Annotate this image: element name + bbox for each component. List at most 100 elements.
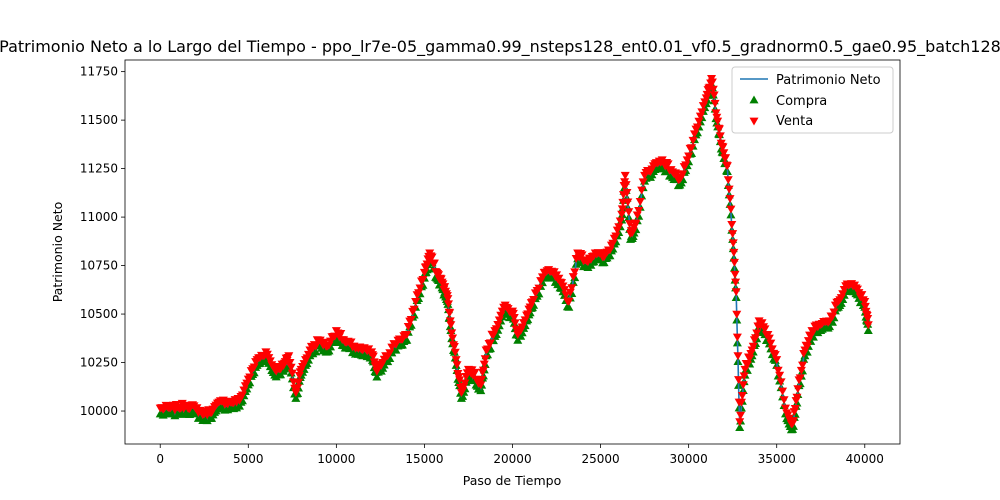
buy-marker bbox=[372, 372, 382, 381]
sell-marker bbox=[614, 223, 624, 232]
sell-marker bbox=[802, 342, 812, 351]
sell-marker bbox=[568, 273, 578, 282]
sell-marker bbox=[458, 387, 468, 395]
sell-marker bbox=[710, 99, 720, 108]
sell-marker bbox=[788, 417, 798, 425]
sell-marker bbox=[414, 289, 424, 298]
buy-marker bbox=[564, 302, 574, 311]
sell-marker bbox=[286, 363, 296, 372]
sell-marker bbox=[752, 329, 762, 338]
sell-marker bbox=[615, 217, 625, 226]
sell-marker bbox=[561, 291, 571, 300]
x-tick-label: 10000 bbox=[317, 452, 355, 466]
sell-marker bbox=[792, 393, 802, 402]
sell-marker bbox=[638, 178, 648, 187]
sell-marker bbox=[687, 144, 697, 153]
y-tick-label: 10250 bbox=[80, 356, 118, 370]
sell-marker bbox=[681, 161, 691, 170]
sell-marker bbox=[494, 316, 504, 325]
sell-marker bbox=[567, 284, 577, 293]
y-axis: 10000 10250 10500 10750 11000 11250 11500 11750 bbox=[80, 65, 125, 418]
sell-marker bbox=[480, 355, 490, 364]
sell-marker bbox=[311, 342, 321, 351]
sell-marker bbox=[778, 387, 788, 396]
sell-marker bbox=[719, 149, 729, 158]
buy-marker bbox=[476, 386, 486, 395]
sell-marker bbox=[294, 372, 304, 380]
buy-marker bbox=[385, 354, 395, 362]
sell-marker bbox=[860, 297, 870, 306]
sell-marker bbox=[732, 310, 742, 319]
sell-marker bbox=[422, 260, 432, 269]
sell-marker bbox=[293, 384, 303, 393]
sell-marker bbox=[663, 160, 673, 169]
sell-marker bbox=[735, 418, 745, 427]
sell-marker bbox=[707, 78, 717, 87]
sell-marker bbox=[709, 91, 719, 100]
x-tick-label: 15000 bbox=[405, 452, 443, 466]
sell-marker bbox=[523, 310, 533, 319]
sell-marker bbox=[445, 309, 455, 318]
sell-marker bbox=[708, 85, 718, 94]
sell-marker bbox=[727, 220, 737, 229]
sell-marker bbox=[409, 305, 419, 314]
sell-marker bbox=[738, 381, 748, 390]
plot-area bbox=[155, 74, 873, 434]
y-tick-label: 11250 bbox=[80, 162, 118, 176]
sell-marker bbox=[829, 308, 839, 317]
sell-marker bbox=[742, 361, 752, 370]
sell-marker bbox=[509, 313, 519, 322]
sell-marker bbox=[637, 186, 647, 195]
x-tick-label: 20000 bbox=[493, 452, 531, 466]
sell-marker bbox=[385, 349, 395, 358]
sell-marker bbox=[634, 207, 644, 215]
sell-marker bbox=[718, 143, 728, 152]
legend-label-patrimonio: Patrimonio Neto bbox=[776, 73, 881, 88]
sell-marker bbox=[447, 329, 457, 338]
sell-marker bbox=[728, 239, 738, 248]
y-tick-label: 10500 bbox=[80, 307, 118, 321]
buy-marker bbox=[402, 335, 412, 344]
sell-marker bbox=[714, 125, 724, 134]
sell-marker bbox=[721, 154, 731, 163]
sell-marker bbox=[635, 197, 645, 206]
sell-marker bbox=[723, 176, 733, 185]
sell-marker bbox=[757, 319, 767, 328]
sell-marker bbox=[863, 315, 873, 323]
sell-marker bbox=[722, 162, 732, 171]
x-axis: 0 5000 10000 15000 20000 25000 30000 35000 40000 bbox=[156, 444, 884, 466]
sell-marker bbox=[406, 315, 416, 324]
sell-marker bbox=[733, 352, 743, 361]
sell-marker bbox=[795, 374, 805, 383]
buy-marker bbox=[291, 394, 301, 402]
sell-marker bbox=[694, 117, 704, 126]
x-tick-label: 40000 bbox=[846, 452, 884, 466]
sell-marker bbox=[621, 181, 631, 190]
sell-marker bbox=[605, 246, 615, 255]
sell-marker bbox=[779, 396, 789, 405]
sell-marker bbox=[617, 210, 627, 219]
legend-box bbox=[731, 66, 894, 134]
sell-marker bbox=[672, 170, 682, 179]
sell-marker bbox=[372, 367, 382, 376]
sell-marker bbox=[622, 188, 632, 197]
sell-marker bbox=[748, 342, 758, 351]
buy-marker bbox=[324, 346, 334, 355]
sell-marker bbox=[798, 361, 808, 370]
chart-title: Patrimonio Neto a lo Largo del Tiempo - … bbox=[0, 37, 1000, 57]
sell-marker bbox=[702, 90, 712, 99]
sell-marker bbox=[477, 375, 487, 384]
sell-marker bbox=[418, 276, 428, 284]
sell-marker bbox=[429, 259, 439, 268]
sell-marker bbox=[729, 258, 739, 267]
sell-marker bbox=[734, 376, 744, 384]
sell-marker bbox=[697, 108, 707, 117]
sell-marker bbox=[570, 268, 580, 277]
buy-marker bbox=[735, 423, 745, 431]
sell-marker bbox=[745, 354, 755, 363]
sell-marker bbox=[737, 391, 747, 400]
sell-marker bbox=[285, 359, 295, 367]
sell-marker bbox=[732, 333, 742, 342]
sell-marker bbox=[483, 345, 493, 354]
